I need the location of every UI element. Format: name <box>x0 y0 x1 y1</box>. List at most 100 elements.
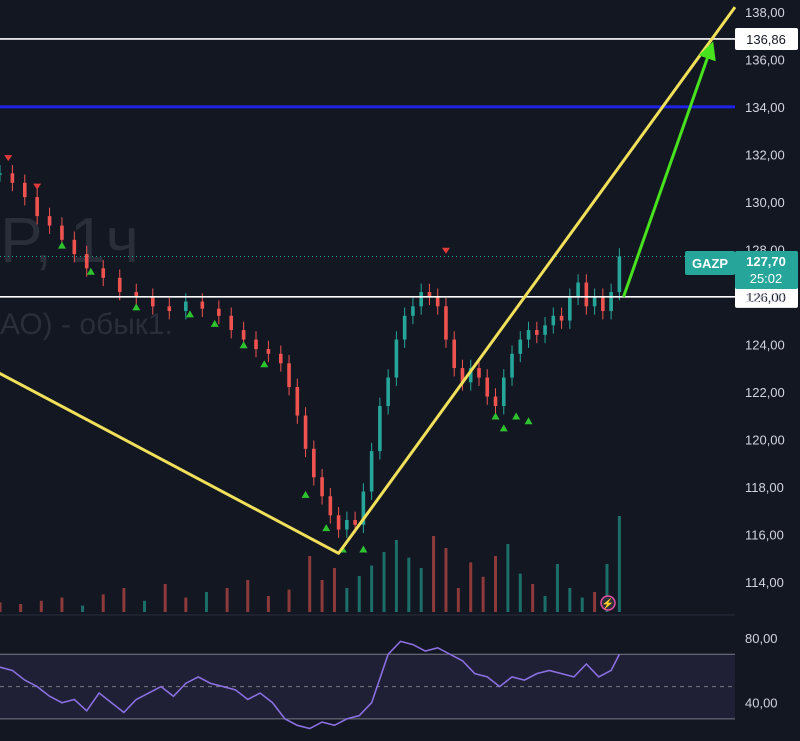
volume-alert-icon[interactable]: ⚡ <box>600 595 616 611</box>
down-signal-marker <box>4 155 13 162</box>
candle-body <box>518 339 523 354</box>
candle-body <box>601 296 605 312</box>
candle-body <box>328 496 333 516</box>
price-tick-label: 138,00 <box>745 5 785 20</box>
candle-body <box>200 301 205 309</box>
price-tick-label: 118,00 <box>745 480 784 495</box>
candle-body <box>568 296 572 321</box>
volume-bar <box>266 596 270 612</box>
up-signal-marker <box>491 412 500 420</box>
volume-bar <box>543 596 547 612</box>
watermark-name: АО) - обык1. <box>0 308 173 341</box>
candle-body <box>386 377 390 407</box>
volume-bar <box>605 564 609 612</box>
volume-bar <box>531 584 535 612</box>
up-signal-marker <box>499 424 508 432</box>
candle-body <box>22 182 27 198</box>
candle-body <box>592 296 597 307</box>
price-tick-label: 114,00 <box>745 575 784 590</box>
rsi-line <box>0 640 621 730</box>
down-signal-marker <box>441 247 450 254</box>
volume-bar <box>143 600 147 612</box>
candle-body <box>336 515 341 530</box>
volume-bar <box>370 565 374 612</box>
volume-bar <box>568 588 572 612</box>
up-signal-marker <box>301 490 310 498</box>
volume-bar <box>580 597 584 612</box>
up-signal-marker <box>86 267 95 275</box>
volume-bar <box>122 588 126 612</box>
candle-body <box>241 330 246 340</box>
support-label: 126,00 <box>746 290 786 305</box>
candle-body <box>576 282 580 297</box>
candle-body <box>460 368 465 383</box>
candle-body <box>320 477 324 497</box>
candle-body <box>559 315 564 321</box>
volume-bar <box>357 576 361 612</box>
volume-bar <box>60 597 64 612</box>
candle-body <box>295 387 300 416</box>
volume-bar <box>332 568 336 612</box>
candle-body <box>419 292 423 307</box>
price-tick-label: 120,00 <box>745 432 785 447</box>
lightning-icon-ring <box>600 595 616 611</box>
volume-bar <box>444 548 448 612</box>
candle-body <box>534 330 539 335</box>
candle-body <box>543 325 547 335</box>
volume-bar <box>345 588 349 612</box>
candle-body <box>303 415 308 449</box>
last-price-bg <box>735 251 798 289</box>
volume-bar <box>39 600 43 612</box>
candle-body <box>229 315 234 331</box>
candle-body <box>134 292 139 297</box>
candle-body <box>526 330 531 340</box>
candle-body <box>501 377 506 407</box>
volume-bar <box>382 552 386 612</box>
candle-body <box>394 339 399 378</box>
up-signal-marker <box>359 545 368 553</box>
candle-body <box>117 277 122 293</box>
volume-bar <box>101 594 105 612</box>
volume-bar <box>308 556 312 612</box>
candle-body <box>510 353 514 378</box>
candle-body <box>312 448 316 478</box>
volume-bar <box>494 556 498 612</box>
price-tick-label: 136,00 <box>745 52 785 67</box>
volume-bar <box>506 544 510 612</box>
yellow-v <box>0 6 737 555</box>
candle-body <box>217 308 221 316</box>
candle-body <box>609 292 613 312</box>
candle-body <box>402 315 407 340</box>
candle-body <box>101 268 106 278</box>
up-signal-marker <box>132 303 141 311</box>
candle-body <box>584 282 589 307</box>
candle-body <box>184 301 188 312</box>
candle-body <box>452 339 457 369</box>
price-tick-label: 132,00 <box>745 147 785 162</box>
candle-body <box>10 173 15 183</box>
up-signal-marker <box>57 241 66 249</box>
trend-lines[interactable] <box>0 6 737 555</box>
candle-body <box>287 363 291 388</box>
candle-body <box>411 306 415 316</box>
price-candles <box>0 165 622 538</box>
candle-body <box>493 396 498 407</box>
volume-bar <box>419 568 423 612</box>
volume-bar <box>456 588 460 612</box>
support-label-bg <box>735 285 798 308</box>
candle-body <box>266 349 271 354</box>
resistance-label-bg <box>735 27 798 50</box>
price-tick-label: 130,00 <box>745 195 785 210</box>
candle-body <box>369 451 374 492</box>
price-tick-label: 116,00 <box>745 527 784 542</box>
price-tick-label: 126,00 <box>745 290 785 305</box>
volume-bars <box>0 516 621 612</box>
volume-bar <box>225 588 229 612</box>
volume-bar <box>394 540 398 612</box>
horizontal-levels[interactable]: 136,86 126,00 <box>0 27 798 308</box>
volume-bar <box>0 602 2 612</box>
up-signal-marker <box>322 524 331 532</box>
candle-body <box>485 377 490 397</box>
